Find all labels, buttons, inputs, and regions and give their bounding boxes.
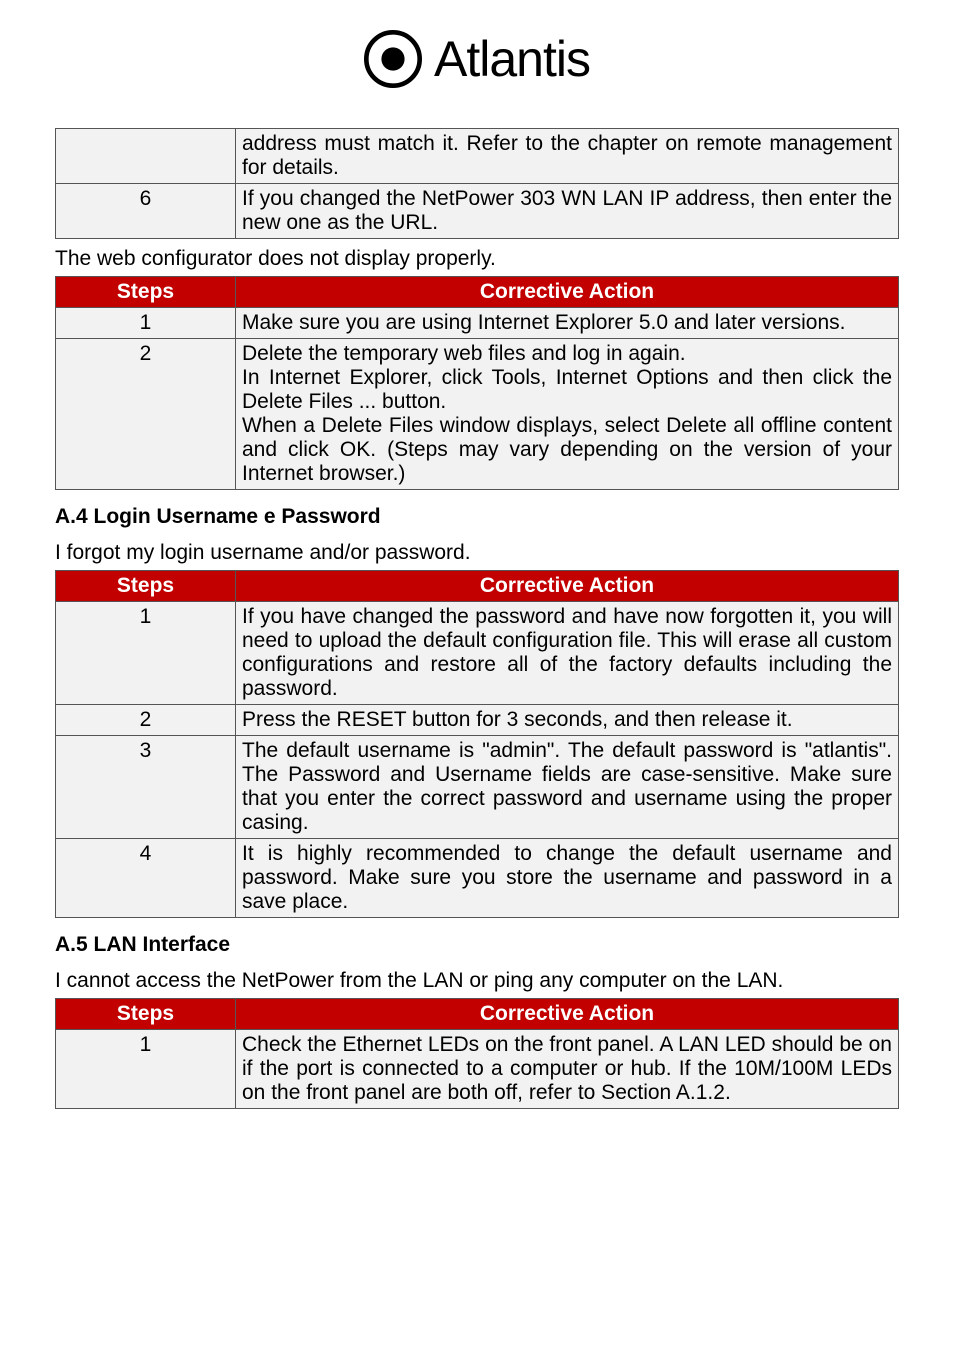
table-row: 1 Make sure you are using Internet Explo… <box>56 308 899 339</box>
logo-container: Atlantis <box>55 30 899 93</box>
table-row: 1 Check the Ethernet LEDs on the front p… <box>56 1030 899 1109</box>
table-row: 6 If you changed the NetPower 303 WN LAN… <box>56 184 899 239</box>
table-header-row: Steps Corrective Action <box>56 277 899 308</box>
step-cell <box>56 129 236 184</box>
step-cell: 1 <box>56 308 236 339</box>
action-cell: The default username is "admin". The def… <box>236 736 899 839</box>
table-web-configurator: Steps Corrective Action 1 Make sure you … <box>55 276 899 490</box>
table-row: 2 Delete the temporary web files and log… <box>56 339 899 490</box>
action-header: Corrective Action <box>236 999 899 1030</box>
table-top-fragment: address must match it. Refer to the chap… <box>55 128 899 239</box>
target-icon <box>364 30 422 88</box>
logo-text: Atlantis <box>434 30 590 88</box>
steps-header: Steps <box>56 277 236 308</box>
table-lan: Steps Corrective Action 1 Check the Ethe… <box>55 998 899 1109</box>
steps-header: Steps <box>56 999 236 1030</box>
table-header-row: Steps Corrective Action <box>56 571 899 602</box>
step-cell: 4 <box>56 839 236 918</box>
intro-text-2: I forgot my login username and/or passwo… <box>55 541 899 565</box>
table-header-row: Steps Corrective Action <box>56 999 899 1030</box>
action-cell: address must match it. Refer to the chap… <box>236 129 899 184</box>
step-cell: 3 <box>56 736 236 839</box>
table-row: address must match it. Refer to the chap… <box>56 129 899 184</box>
step-cell: 2 <box>56 339 236 490</box>
step-cell: 2 <box>56 705 236 736</box>
action-cell: Make sure you are using Internet Explore… <box>236 308 899 339</box>
section-heading-a4: A.4 Login Username e Password <box>55 505 899 529</box>
steps-header: Steps <box>56 571 236 602</box>
action-header: Corrective Action <box>236 571 899 602</box>
table-row: 4 It is highly recommended to change the… <box>56 839 899 918</box>
table-row: 1 If you have changed the password and h… <box>56 602 899 705</box>
step-cell: 1 <box>56 602 236 705</box>
table-row: 3 The default username is "admin". The d… <box>56 736 899 839</box>
action-header: Corrective Action <box>236 277 899 308</box>
action-cell: Delete the temporary web files and log i… <box>236 339 899 490</box>
action-cell: It is highly recommended to change the d… <box>236 839 899 918</box>
section-heading-a5: A.5 LAN Interface <box>55 933 899 957</box>
intro-text-1: The web configurator does not display pr… <box>55 247 899 271</box>
action-cell: Press the RESET button for 3 seconds, an… <box>236 705 899 736</box>
logo: Atlantis <box>364 30 590 88</box>
step-cell: 1 <box>56 1030 236 1109</box>
intro-text-3: I cannot access the NetPower from the LA… <box>55 969 899 993</box>
action-cell: Check the Ethernet LEDs on the front pan… <box>236 1030 899 1109</box>
table-row: 2 Press the RESET button for 3 seconds, … <box>56 705 899 736</box>
action-cell: If you have changed the password and hav… <box>236 602 899 705</box>
step-cell: 6 <box>56 184 236 239</box>
table-login: Steps Corrective Action 1 If you have ch… <box>55 570 899 918</box>
action-cell: If you changed the NetPower 303 WN LAN I… <box>236 184 899 239</box>
